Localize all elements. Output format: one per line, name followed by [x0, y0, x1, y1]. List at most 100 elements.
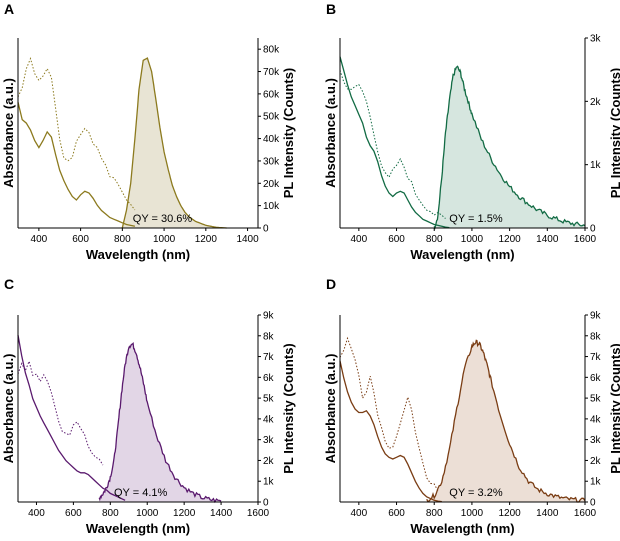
y-axis-title-right: PL Intensity (Counts) — [608, 68, 620, 198]
y-tick-label: 80k — [263, 45, 280, 56]
x-tick-label: 800 — [102, 508, 119, 519]
pl-fill-area — [122, 58, 227, 228]
x-tick-label: 400 — [351, 234, 368, 245]
x-tick-label: 1400 — [210, 508, 233, 519]
y-tick-label: 7k — [263, 352, 275, 363]
y-axis-title-right: PL Intensity (Counts) — [281, 343, 296, 473]
y-tick-label: 9k — [263, 311, 275, 322]
pl-emission-line — [121, 57, 227, 229]
panel-a: 400 600 800 1000 1200 1400 0 10k 20k 30k 40k 50k 60k… — [1, 1, 296, 262]
x-tick-label: 1200 — [173, 508, 196, 519]
y-tick-label: 6k — [590, 373, 602, 384]
y-tick-label: 3k — [590, 435, 602, 446]
panel-letter: C — [4, 276, 14, 292]
pl-fill-area — [434, 66, 585, 229]
qy-annotation: QY = 4.1% — [114, 487, 168, 499]
y-tick-label: 0 — [263, 498, 269, 509]
x-tick-label: 1400 — [536, 508, 559, 519]
x-tick-label: 400 — [351, 508, 368, 519]
y-tick-label: 0 — [590, 224, 596, 235]
qy-annotation: QY = 3.2% — [449, 487, 503, 499]
x-tick-label: 1000 — [136, 508, 159, 519]
pl-emission-line — [98, 341, 222, 504]
y-tick-label: 70k — [263, 67, 280, 78]
x-tick-label: 1200 — [498, 508, 521, 519]
x-tick-label: 1600 — [574, 234, 597, 245]
excitation-dotted-line — [17, 56, 136, 211]
y-axis-title-left: Absorbance (a.u.) — [1, 78, 16, 188]
y-tick-label: 5k — [263, 394, 275, 405]
x-tick-label: 400 — [31, 234, 48, 245]
excitation-dotted-line — [339, 336, 439, 492]
y-tick-label: 30k — [263, 156, 280, 167]
x-tick-label: 600 — [388, 508, 405, 519]
y-tick-label: 5k — [590, 394, 602, 405]
y-tick-label: 4k — [263, 414, 275, 425]
x-tick-label: 1000 — [461, 234, 484, 245]
x-tick-label: 1200 — [195, 234, 218, 245]
y-axis-title-right: PL Intensity (Counts) — [608, 343, 620, 473]
x-tick-label: 800 — [426, 234, 443, 245]
y-tick-label: 40k — [263, 134, 280, 145]
y-tick-label: 1k — [263, 477, 275, 488]
x-tick-label: 1600 — [574, 508, 597, 519]
y-tick-label: 8k — [590, 331, 602, 342]
panel-letter: A — [4, 1, 14, 17]
y-tick-label: 7k — [590, 352, 602, 363]
absorbance-line — [17, 334, 126, 501]
y-axis-title-left: Absorbance (a.u.) — [1, 354, 16, 464]
y-tick-label: 60k — [263, 89, 280, 100]
y-tick-label: 2k — [590, 456, 602, 467]
pl-emission-line — [433, 65, 586, 230]
x-tick-label: 400 — [28, 508, 45, 519]
panel-letter: D — [326, 276, 336, 292]
y-axis-title-left: Absorbance (a.u.) — [323, 354, 338, 464]
y-tick-label: 6k — [263, 373, 275, 384]
y-tick-label: 2k — [263, 456, 275, 467]
x-axis-title: Wavelength (nm) — [410, 247, 514, 262]
y-tick-label: 9k — [590, 311, 602, 322]
panel-letter: B — [326, 1, 336, 17]
x-tick-label: 1600 — [247, 508, 270, 519]
y-tick-label: 50k — [263, 112, 280, 123]
y-axis-title-left: Absorbance (a.u.) — [323, 78, 338, 188]
x-tick-label: 600 — [65, 508, 82, 519]
excitation-dotted-line — [17, 359, 104, 466]
x-axis-title: Wavelength (nm) — [86, 247, 190, 262]
x-tick-label: 1000 — [153, 234, 176, 245]
y-tick-label: 20k — [263, 179, 280, 190]
x-tick-label: 800 — [426, 508, 443, 519]
y-tick-label: 8k — [263, 331, 275, 342]
x-tick-label: 1200 — [498, 234, 521, 245]
x-axis-title: Wavelength (nm) — [410, 521, 514, 536]
y-tick-label: 3k — [263, 435, 275, 446]
x-tick-label: 600 — [72, 234, 89, 245]
y-axis-title-right: PL Intensity (Counts) — [281, 68, 296, 198]
y-tick-label: 10k — [263, 201, 280, 212]
x-tick-label: 600 — [388, 234, 405, 245]
y-tick-label: 4k — [590, 414, 602, 425]
y-tick-label: 2k — [590, 97, 602, 108]
absorbance-line — [17, 101, 136, 227]
pl-emission-line — [426, 339, 586, 503]
pl-fill-area — [99, 343, 222, 502]
y-tick-label: 0 — [590, 498, 596, 509]
y-tick-label: 3k — [590, 34, 602, 45]
y-tick-label: 0 — [263, 224, 269, 235]
x-tick-label: 1400 — [236, 234, 259, 245]
absorbance-line — [339, 360, 442, 503]
qy-annotation: QY = 1.5% — [449, 213, 503, 225]
y-tick-label: 1k — [590, 477, 602, 488]
y-tick-label: 1k — [590, 160, 602, 171]
qy-annotation: QY = 30.6% — [133, 213, 193, 225]
absorbance-line — [339, 56, 450, 229]
x-tick-label: 1000 — [461, 508, 484, 519]
pl-fill-area — [426, 340, 585, 502]
x-axis-title: Wavelength (nm) — [86, 521, 190, 536]
x-tick-label: 1400 — [536, 234, 559, 245]
x-tick-label: 800 — [114, 234, 131, 245]
